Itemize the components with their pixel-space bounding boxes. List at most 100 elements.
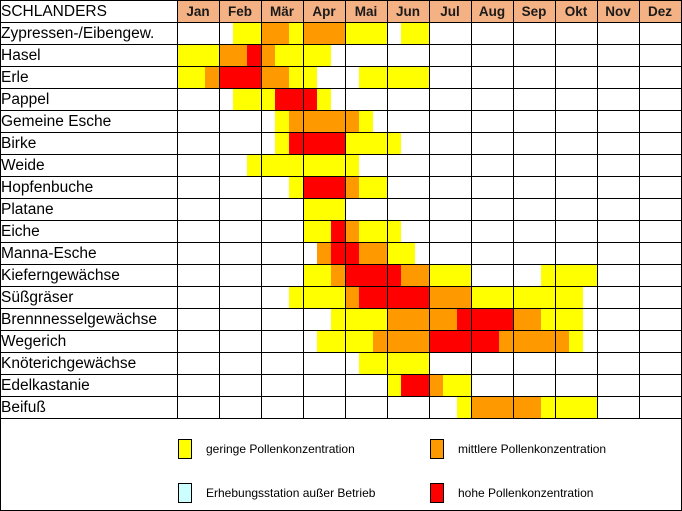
month-cell <box>176 66 220 89</box>
decade-cell <box>555 331 570 352</box>
decade-cell <box>569 375 583 396</box>
decade-cell <box>401 89 415 110</box>
month-header: Sep <box>512 1 556 23</box>
month-cell <box>302 88 346 111</box>
decade-cell <box>541 45 555 66</box>
month-cell <box>302 220 346 243</box>
decade-cell <box>289 199 303 220</box>
decade-cell <box>556 23 570 44</box>
station-name: SCHLANDERS <box>1 1 178 23</box>
decade-cell <box>471 331 486 352</box>
decade-cell <box>178 155 192 176</box>
decade-cell <box>583 375 597 396</box>
decade-cell <box>289 221 303 242</box>
decade-cell <box>233 397 247 418</box>
decade-cell <box>667 243 681 264</box>
decade-cell <box>359 89 373 110</box>
decade-cell <box>388 111 402 132</box>
decade-cell <box>640 397 654 418</box>
decade-cell <box>640 221 654 242</box>
decade-cell <box>499 111 513 132</box>
decade-cell <box>415 155 429 176</box>
decade-cell <box>541 111 555 132</box>
decade-cell <box>541 199 555 220</box>
decade-cell <box>540 397 555 418</box>
decade-cell <box>220 353 234 374</box>
decade-cell <box>261 89 276 110</box>
decade-cell <box>289 309 303 330</box>
decade-cell <box>345 155 360 176</box>
decade-cell <box>331 375 345 396</box>
decade-cell <box>472 243 486 264</box>
decade-cell <box>247 177 261 198</box>
month-cell <box>512 396 556 419</box>
decade-cell <box>372 177 387 198</box>
decade-cell <box>456 265 471 286</box>
month-cell <box>176 330 220 353</box>
month-cell <box>302 308 346 331</box>
decade-cell <box>653 67 667 88</box>
month-cell <box>218 220 262 243</box>
decade-cell <box>429 287 444 308</box>
decade-cell <box>372 353 387 374</box>
decade-cell <box>540 265 555 286</box>
decade-cell <box>485 265 499 286</box>
decade-cell <box>387 287 402 308</box>
decade-cell <box>514 177 528 198</box>
decade-cell <box>653 155 667 176</box>
month-cell <box>428 88 472 111</box>
month-cell <box>386 198 430 221</box>
month-cell <box>428 198 472 221</box>
decade-cell <box>485 111 499 132</box>
decade-cell <box>653 397 667 418</box>
month-cell <box>638 374 682 397</box>
decade-cell <box>653 89 667 110</box>
decade-cell <box>527 155 541 176</box>
month-cell <box>470 374 514 397</box>
decade-cell <box>220 265 234 286</box>
decade-cell <box>388 397 402 418</box>
decade-cell <box>472 265 486 286</box>
decade-cell <box>289 243 303 264</box>
decade-cell <box>598 45 612 66</box>
decade-cell <box>667 353 681 374</box>
decade-cell <box>205 287 219 308</box>
decade-cell <box>414 287 429 308</box>
month-cell <box>554 242 598 265</box>
decade-cell <box>472 89 486 110</box>
decade-cell <box>178 265 192 286</box>
decade-cell <box>429 331 444 352</box>
decade-cell <box>359 243 373 264</box>
decade-cell <box>262 111 276 132</box>
month-cell <box>386 110 430 133</box>
decade-cell <box>205 221 219 242</box>
decade-cell <box>262 199 276 220</box>
decade-cell <box>514 243 528 264</box>
decade-cell <box>262 243 276 264</box>
decade-cell <box>443 221 457 242</box>
decade-cell <box>387 353 402 374</box>
decade-cell <box>485 177 499 198</box>
decade-cell <box>485 375 499 396</box>
decade-cell <box>303 199 318 220</box>
decade-cell <box>457 177 471 198</box>
decade-cell <box>598 221 612 242</box>
month-cell <box>596 22 640 45</box>
month-header: Apr <box>302 1 346 23</box>
decade-cell <box>388 199 402 220</box>
month-cell <box>218 286 262 309</box>
decade-cell <box>205 375 219 396</box>
decade-cell <box>303 89 318 110</box>
month-cell <box>596 330 640 353</box>
month-header: Feb <box>218 1 262 23</box>
decade-cell <box>443 111 457 132</box>
month-cell <box>554 176 598 199</box>
decade-cell <box>443 199 457 220</box>
decade-cell <box>541 221 555 242</box>
month-cell <box>260 396 304 419</box>
decade-cell <box>667 23 681 44</box>
decade-cell <box>640 353 654 374</box>
decade-cell <box>653 353 667 374</box>
month-cell <box>428 66 472 89</box>
decade-cell <box>401 199 415 220</box>
